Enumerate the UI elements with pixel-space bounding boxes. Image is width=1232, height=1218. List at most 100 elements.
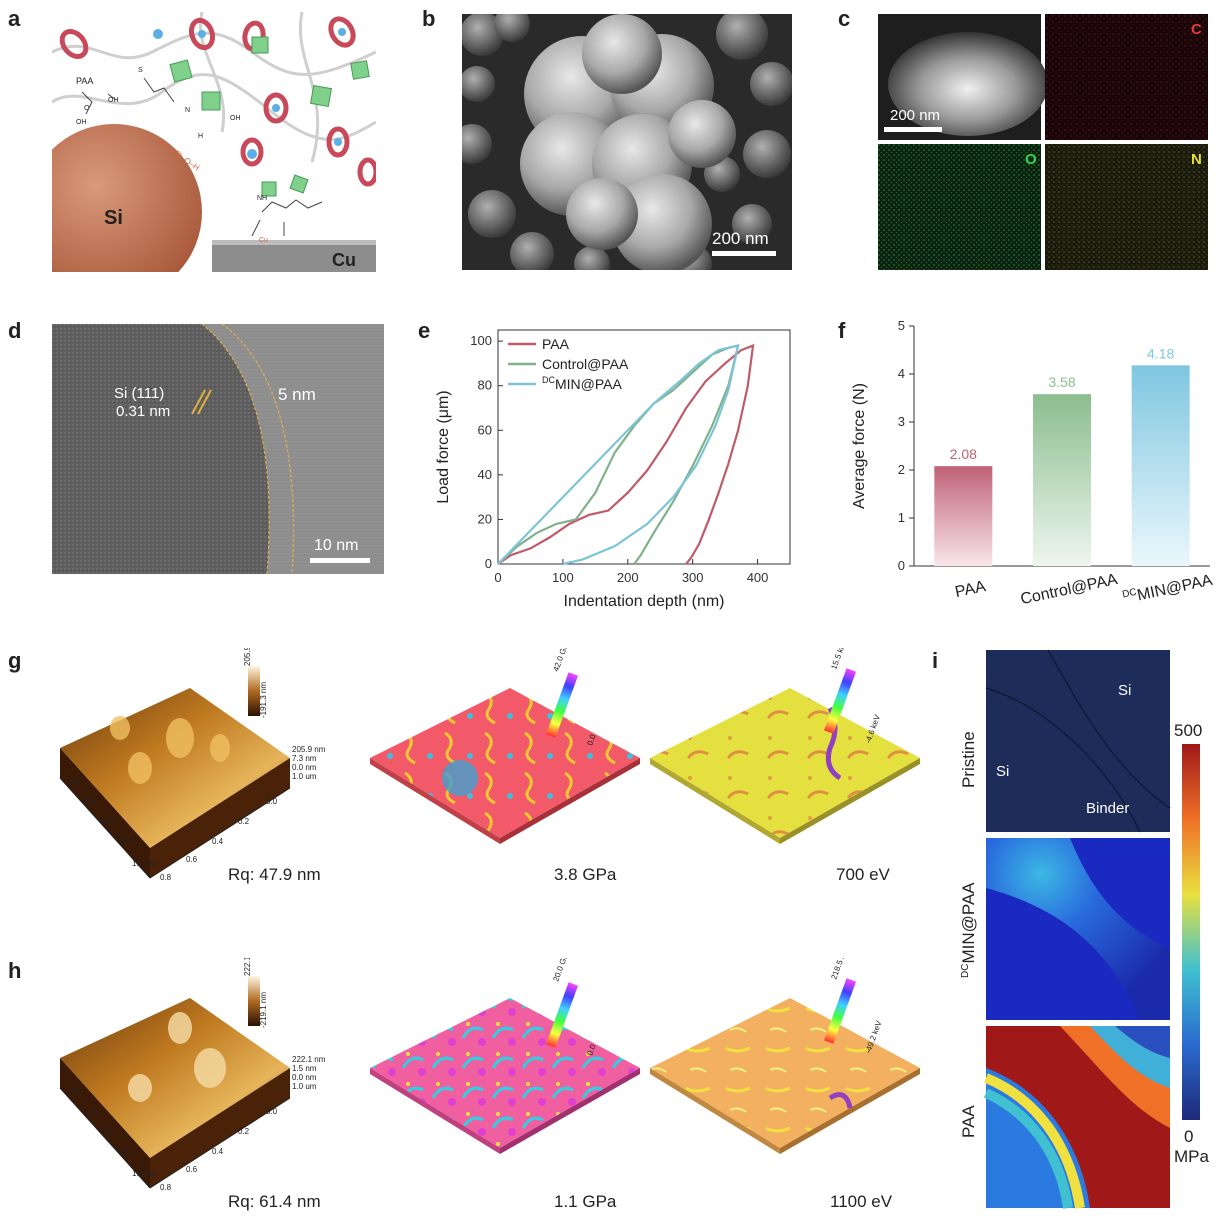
afm-z-max: 222.1 nm (292, 1055, 326, 1064)
h-label: H (198, 133, 203, 140)
category-label-1: PAA (954, 578, 988, 601)
row-label-paa: PAA (959, 1105, 978, 1138)
tem-scalebar-label: 10 nm (314, 537, 358, 554)
eds-maps: 200 nm C O N (878, 14, 1208, 270)
adhesion-caption-h: 1100 eV (830, 1192, 893, 1211)
panel-label-c: c (838, 6, 851, 31)
schematic-panel: Si Cu PAA OH OH O Si–O–Si–O–H N H OH NH … (52, 12, 376, 272)
si-lattice-label: Si (111) (114, 385, 164, 402)
afm-y-tick-3: 0.6 (102, 1127, 114, 1136)
y-tick-label: 40 (478, 467, 492, 482)
panel-label-g: g (8, 648, 22, 673)
afm-scale-max: 222.1 nm (243, 958, 252, 976)
afm-z-max: 205.9 nm (292, 745, 326, 754)
y-tick-label: 0 (485, 556, 492, 571)
category-label-2: Control@PAA (1019, 571, 1119, 608)
legend-label-1: PAA (542, 336, 570, 352)
adhesion-map-surface (650, 998, 920, 1148)
indentation-series (497, 343, 755, 566)
modulus-caption-g: 3.8 GPa (554, 865, 617, 884)
adhesion-map-surface (650, 688, 920, 838)
panel-label-e: e (418, 318, 431, 343)
y-tick-label: 80 (478, 378, 492, 393)
afm-x-tick-1: 0.0 (266, 797, 278, 806)
y-tick-label: 1 (898, 510, 905, 525)
schematic-illustration: Si Cu PAA OH OH O Si–O–Si–O–H N H OH NH … (52, 12, 376, 272)
afm-x-tick-3: 0.4 (212, 1147, 224, 1156)
bar-3 (1131, 365, 1190, 566)
average-force-chart: 0 1 2 3 4 5 Average force (N) 2.08 PAA 3.58 Contr… (851, 318, 1214, 608)
colorbar-min-label: 0 (1184, 1127, 1193, 1146)
modulus-map-surface (370, 998, 640, 1148)
roughness-caption-g: Rq: 47.9 nm (228, 865, 321, 884)
stress-simulation-panel: Si Si Binder Pristine DCMIN@PAA PAA 500 … (959, 649, 1210, 1209)
cu-label: Cu (332, 250, 356, 270)
panel-label-f: f (838, 318, 846, 343)
row-label-dcmin: DCMIN@PAA (959, 882, 978, 978)
y-tick-label: 5 (898, 318, 905, 333)
afm-maps-row-g: 205.9 nm -191.3 nm 205.9 nm 7.3 nm 0.0 n… (59, 648, 920, 882)
si-label: Si (104, 207, 123, 229)
cu-atom-label: Cu (259, 237, 268, 244)
oh-label-2: OH (76, 119, 87, 126)
afm-y-tick-1: 0.2 (70, 777, 82, 786)
lattice-spacing-label: 0.31 nm (116, 403, 170, 420)
oh-label-3: OH (230, 115, 241, 122)
paa-label: PAA (76, 76, 93, 86)
afm-scale-min: -191.3 nm (259, 682, 268, 718)
afm-y-tick-4: 0.8 (118, 837, 130, 846)
n-label: N (185, 107, 190, 114)
sem-scalebar-label: 200 nm (712, 229, 769, 248)
row-label-dcmin-sup: DC (960, 964, 971, 978)
afm-x-tick-2: 0.2 (238, 817, 250, 826)
afm-z-zero: 0.0 nm (292, 1073, 317, 1082)
afm-x-tick-3: 0.4 (212, 837, 224, 846)
afm-y-tick-2: 0.4 (86, 1107, 98, 1116)
y-tick-label: 60 (478, 422, 492, 437)
indentation-plot-frame (497, 329, 791, 565)
afm-x-tick-4: 0.6 (186, 1165, 198, 1174)
roughness-caption-h: Rq: 61.4 nm (228, 1192, 321, 1211)
afm-scale-min: -219.1 nm (259, 992, 268, 1028)
legend-label-2: Control@PAA (542, 356, 629, 372)
pristine-stress-map (986, 650, 1170, 832)
afm-y-tick-4: 0.8 (118, 1147, 130, 1156)
modulus-caption-h: 1.1 GPa (554, 1192, 617, 1211)
carbon-map-label: C (1191, 21, 1202, 38)
sem-image: 200 nm (462, 14, 792, 270)
indentation-legend: PAA Control@PAA DCMIN@PAA (508, 336, 629, 392)
afm-x-max: 1.0 um (292, 1082, 317, 1091)
sei-thickness-label: 5 nm (278, 385, 316, 404)
afm-x-tick-5: 0.8 (160, 1183, 172, 1192)
afm-y-tick-2: 0.4 (86, 797, 98, 806)
bar-value-label-3: 4.18 (1147, 345, 1174, 361)
legend-label-3: DCMIN@PAA (542, 375, 623, 392)
series-line-3 (497, 344, 740, 566)
cu-substrate (212, 244, 376, 272)
adhesion-scale-max: 218.5 keV (829, 958, 850, 981)
modulus-scale-max: 42.0 GPa (551, 648, 571, 673)
y-axis-title: Average force (N) (851, 383, 868, 509)
y-tick-label: 4 (898, 366, 905, 381)
eds-scalebar-label: 200 nm (890, 107, 940, 124)
pristine-si-label-1: Si (1118, 682, 1131, 699)
series-line-1 (497, 343, 755, 565)
afm-z-mid: 1.5 nm (292, 1064, 317, 1073)
x-tick-label: 400 (747, 570, 769, 585)
adhesion-scale-max: 15.5 keV (829, 648, 848, 671)
afm-x-max: 1.0 um (292, 772, 317, 781)
indentation-axes: 0 100 200 300 400 0 20 40 60 80 100 Indentation dep… (435, 329, 791, 610)
y-tick-label: 2 (898, 462, 905, 477)
o-label: O (84, 105, 90, 112)
sem-image-panel: 200 nm (462, 14, 792, 270)
afm-x-tick-1: 0.0 (266, 1107, 278, 1116)
s-label: S (138, 67, 143, 74)
x-tick-label: 0 (494, 570, 501, 585)
adhesion-caption-g: 700 eV (836, 865, 890, 884)
colorbar-unit-label: MPa (1174, 1147, 1210, 1166)
si-particle-icon (52, 124, 202, 272)
category-label-3: DCMIN@PAA (1121, 571, 1214, 608)
modulus-scale-min: 0.0 (585, 1043, 597, 1057)
pristine-si-label-2: Si (996, 763, 1009, 780)
indentation-chart: 0 100 200 300 400 0 20 40 60 80 100 Indentation dep… (435, 329, 791, 610)
